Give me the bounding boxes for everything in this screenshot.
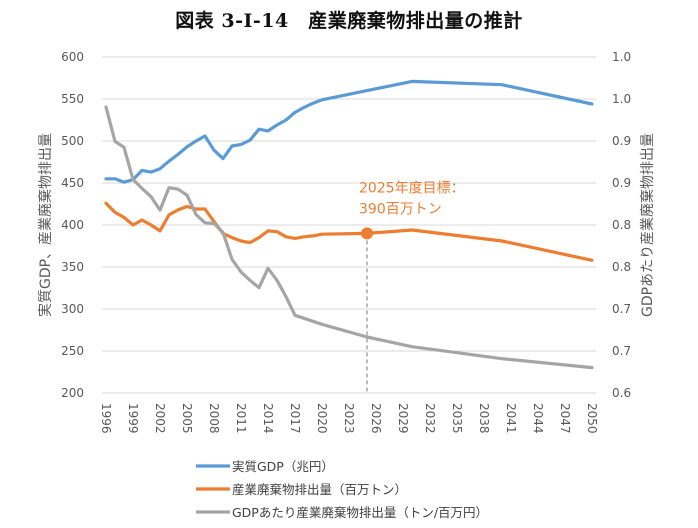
left-tick-label: 350 (61, 260, 84, 274)
right-tick-label: 1.0 (612, 92, 631, 106)
x-tick-label: 2032 (423, 403, 437, 434)
x-tick-label: 2044 (531, 403, 545, 434)
legend-label: GDPあたり産業廃棄物排出量（トン/百万円） (232, 505, 488, 520)
right-tick-label: 0.6 (612, 386, 631, 400)
legend-label: 産業廃棄物排出量（百万トン） (232, 482, 407, 497)
left-tick-label: 500 (61, 134, 84, 148)
x-tick-label: 1999 (126, 403, 140, 434)
x-tick-label: 2047 (558, 403, 572, 434)
right-tick-label: 0.8 (612, 260, 631, 274)
gridlines (102, 56, 596, 394)
right-axis-title: GDPあたり産業廃棄物排出量 (639, 133, 656, 317)
x-tick-label: 2005 (180, 403, 194, 434)
x-tick-label: 2017 (288, 403, 302, 434)
chart-title: 図表 3-I-14 産業廃棄物排出量の推計 (175, 10, 523, 32)
left-axis-title: 実質GDP、産業廃棄物排出量 (37, 133, 54, 317)
right-tick-label: 0.9 (612, 134, 631, 148)
left-tick-label: 250 (61, 344, 84, 358)
left-tick-label: 400 (61, 218, 84, 232)
x-tick-label: 2029 (396, 403, 410, 434)
left-tick-label: 200 (61, 386, 84, 400)
right-tick-label: 0.9 (612, 176, 631, 190)
left-tick-label: 300 (61, 302, 84, 316)
x-tick-label: 2035 (450, 403, 464, 434)
series-line-1 (104, 201, 594, 262)
series-line-0 (104, 79, 594, 184)
x-axis-ticks: 1996 1999 2002 2005 2008 2011 2014 2017 2020 2023… (99, 403, 599, 434)
right-tick-label: 1.0 (612, 50, 631, 64)
x-tick-label: 2011 (234, 403, 248, 434)
target-label-line1: 2025年度目標： (359, 180, 465, 196)
left-tick-label: 450 (61, 176, 84, 190)
right-axis-ticks: 0.6 0.7 0.7 0.8 0.8 0.9 0.9 1.0 1.0 (612, 50, 631, 400)
x-tick-label: 2026 (369, 403, 383, 434)
left-tick-label: 550 (61, 92, 84, 106)
x-tick-label: 2008 (207, 403, 221, 434)
legend-label: 実質GDP（兆円） (232, 459, 334, 474)
x-tick-label: 2002 (153, 403, 167, 434)
right-tick-label: 0.7 (612, 344, 631, 358)
left-tick-label: 600 (61, 50, 84, 64)
x-tick-label: 2041 (504, 403, 518, 434)
series-line-2 (104, 105, 594, 370)
left-axis-ticks: 200 250 300 350 400 450 500 550 600 (61, 50, 84, 400)
target-label-line2: 390百万トン (359, 201, 442, 217)
target-annotation: 2025年度目標： 390百万トン (359, 180, 465, 393)
x-tick-label: 2038 (477, 403, 491, 434)
x-tick-label: 2014 (261, 403, 275, 434)
x-tick-label: 1996 (99, 403, 113, 434)
x-tick-label: 2050 (585, 403, 599, 434)
right-tick-label: 0.7 (612, 302, 631, 316)
series-lines (104, 79, 594, 370)
target-marker (361, 227, 373, 240)
x-tick-label: 2023 (342, 403, 356, 434)
x-tick-label: 2020 (315, 403, 329, 434)
right-tick-label: 0.8 (612, 218, 631, 232)
legend: 実質GDP（兆円） 産業廃棄物排出量（百万トン） GDPあたり産業廃棄物排出量（トン… (196, 459, 488, 520)
